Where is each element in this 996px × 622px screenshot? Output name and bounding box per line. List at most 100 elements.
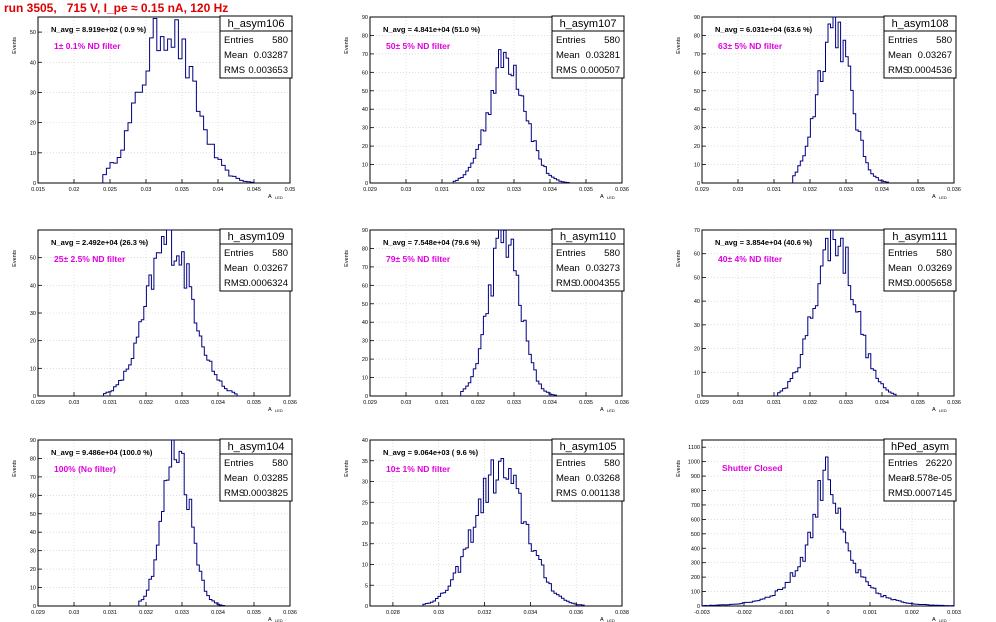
y-tick-label: 90	[30, 438, 36, 444]
x-tick-label: 0.029	[695, 400, 709, 406]
stat-label: RMS	[888, 488, 909, 499]
stats-box: h_asym104 Entries 580 Mean 0.03285 RMS0.00038…	[219, 438, 293, 502]
x-tick-label: 0.029	[363, 187, 377, 193]
histogram-line	[103, 229, 238, 396]
y-tick-label: 20	[30, 567, 36, 573]
histogram-panel-hPed_asym: -0.003 -0.002 -0.001 0 0.001 0.002 0.003 0 100 20…	[676, 438, 961, 622]
x-tick-label: 0.036	[615, 187, 629, 193]
x-axis-label-subscript: LED	[275, 408, 283, 413]
x-tick-label: 0.032	[478, 610, 492, 616]
stat-value: 0.03287	[254, 50, 288, 61]
hist-name: h_asym106	[228, 18, 285, 30]
y-tick-label: 0	[697, 181, 700, 187]
x-tick-label: 0.031	[767, 187, 781, 193]
plot-frame	[37, 439, 291, 607]
x-tick-label: 0.03	[69, 400, 80, 406]
y-tick-label: 30	[30, 311, 36, 317]
stat-label: Entries	[556, 458, 586, 469]
x-axis-label-subscript: LED	[275, 618, 283, 622]
x-axis-label-subscript: LED	[939, 195, 947, 200]
y-tick-label: 300	[691, 561, 700, 567]
x-tick-label: 0.003	[947, 610, 961, 616]
y-tick-label: 80	[362, 33, 368, 39]
histogram-line	[138, 439, 225, 606]
y-axis-label: Events	[344, 460, 350, 477]
stat-value: 26220	[926, 458, 952, 469]
stat-value: -3.578e-05	[906, 473, 952, 484]
x-tick-label: 0.031	[103, 610, 117, 616]
histogram-line	[460, 229, 557, 396]
plot-frame	[369, 229, 623, 397]
stat-value: 0.0007145	[907, 488, 952, 499]
x-tick-label: 0.03	[401, 187, 412, 193]
stat-label: Mean	[556, 263, 580, 274]
y-tick-label: 40	[694, 107, 700, 113]
y-tick-label: 15	[362, 542, 368, 548]
x-tick-label: 0.04	[213, 187, 224, 193]
hist-name: h_asym111	[892, 231, 947, 243]
x-tick-label: 0.045	[247, 187, 261, 193]
y-tick-label: 10	[30, 586, 36, 592]
histogram-panel-h_asym108: 0.029 0.03 0.031 0.032 0.033 0.034 0.035 0.036 0…	[676, 15, 961, 200]
x-tick-label: 0.035	[911, 187, 925, 193]
histogram-line	[792, 16, 889, 183]
y-tick-label: 800	[691, 489, 700, 495]
x-axis-label: A	[268, 194, 272, 200]
y-tick-label: 10	[362, 163, 368, 169]
x-axis-label-subscript: LED	[275, 195, 283, 200]
histogram-line	[422, 458, 585, 606]
stats-box: h_asym110 Entries 580 Mean 0.03273 RMS0.00043…	[551, 228, 625, 292]
x-tick-label: 0.033	[175, 400, 189, 406]
y-tick-label: 200	[691, 575, 700, 581]
y-tick-label: 35	[362, 459, 368, 465]
y-axis-label: Events	[12, 250, 18, 267]
stats-box: h_asym107 Entries 580 Mean 0.03281 RMS 0.00050…	[551, 15, 625, 79]
y-tick-label: 50	[362, 302, 368, 308]
y-tick-label: 20	[362, 521, 368, 527]
hist-name: h_asym104	[228, 441, 285, 453]
y-tick-label: 30	[30, 549, 36, 555]
y-tick-label: 60	[694, 252, 700, 258]
plot-frame	[37, 16, 291, 184]
x-tick-label: 0.05	[285, 187, 296, 193]
y-tick-label: 0	[33, 604, 36, 610]
x-axis-label-subscript: LED	[607, 195, 615, 200]
stat-label: Entries	[888, 248, 918, 259]
y-tick-label: 70	[362, 265, 368, 271]
x-tick-label: 0.033	[839, 400, 853, 406]
x-tick-label: 0.035	[579, 187, 593, 193]
x-tick-label: 0.035	[175, 187, 189, 193]
histogram-panel-h_asym109: 0.029 0.03 0.031 0.032 0.033 0.034 0.035 0.036 0…	[12, 228, 297, 413]
stat-value: 0.0005658	[907, 278, 952, 289]
stats-box: h_asym111 Entries 580 Mean 0.03269 RMS0.00056…	[883, 228, 957, 292]
hist-name: h_asym107	[560, 18, 617, 30]
y-tick-label: 60	[694, 70, 700, 76]
stat-label: Mean	[224, 50, 248, 61]
y-tick-label: 90	[694, 15, 700, 21]
x-tick-label: 0.032	[803, 187, 817, 193]
x-axis-label: A	[600, 194, 604, 200]
stat-value: 580	[272, 248, 288, 259]
stat-label: Mean	[888, 50, 912, 61]
x-tick-label: 0.031	[767, 400, 781, 406]
x-tick-label: 0.036	[283, 610, 297, 616]
x-tick-label: 0.036	[283, 400, 297, 406]
stat-value: 0.03267	[918, 50, 952, 61]
plot-frame	[701, 16, 955, 184]
stat-value: 0.001138	[581, 488, 620, 499]
stat-value: 580	[604, 458, 620, 469]
y-tick-label: 70	[362, 52, 368, 58]
stat-value: 580	[604, 35, 620, 46]
y-tick-label: 0	[365, 394, 368, 400]
stat-value: 580	[272, 458, 288, 469]
x-tick-label: 0.031	[103, 400, 117, 406]
histogram-line	[102, 18, 255, 183]
x-axis-label-subscript: LED	[607, 408, 615, 413]
y-tick-label: 0	[33, 181, 36, 187]
plot-frame	[369, 16, 623, 184]
stat-value: 0.03268	[586, 473, 620, 484]
x-tick-label: 0.029	[363, 400, 377, 406]
stat-value: 0.03267	[254, 263, 288, 274]
y-tick-label: 70	[694, 52, 700, 58]
y-axis-label: Events	[676, 460, 682, 477]
